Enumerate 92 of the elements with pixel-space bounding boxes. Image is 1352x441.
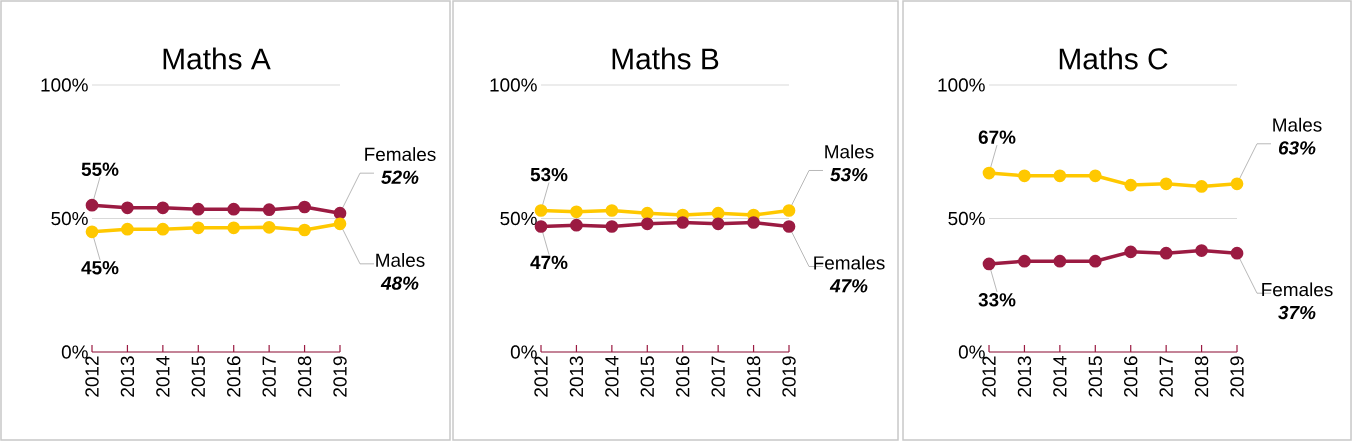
point (570, 205, 583, 219)
data-label: 37% (1278, 305, 1316, 320)
data-label: 48% (380, 276, 419, 290)
x-tick-label: 2015 (640, 356, 654, 397)
x-tick-label: 2016 (227, 356, 241, 397)
x-tick-label: 2013 (569, 356, 584, 397)
data-label: 55% (81, 162, 119, 176)
x-tick-label: 2014 (1053, 356, 1067, 397)
data-label: 63% (1278, 141, 1316, 155)
point (982, 257, 996, 271)
data-label: 47% (530, 255, 568, 270)
series-label: Females (814, 255, 885, 270)
x-tick-label: 2018 (746, 356, 761, 397)
point (1018, 169, 1031, 183)
x-tick-label: 2016 (676, 356, 690, 397)
text: Males (825, 144, 874, 159)
x-tick-label: 2019 (333, 356, 347, 397)
x-tick-label: 2018 (1194, 356, 1209, 397)
x-tick-label: 2014 (156, 356, 170, 397)
point (121, 222, 134, 236)
text: Males (1273, 117, 1322, 132)
point (191, 221, 205, 235)
point (711, 206, 725, 220)
data-label: 67% (978, 130, 1016, 144)
point (85, 198, 99, 212)
y-tick-label: 100% (490, 78, 537, 92)
point (1088, 169, 1102, 183)
point (605, 204, 619, 217)
point (1159, 246, 1173, 260)
y-tick-label: 50% (51, 211, 88, 226)
point (747, 216, 760, 229)
point (711, 217, 725, 231)
point (1053, 169, 1067, 183)
point (333, 206, 347, 220)
data-label: 52% (381, 170, 419, 184)
point (1159, 177, 1173, 191)
y-tick-label: 100% (41, 78, 88, 92)
text: Females (365, 147, 436, 162)
chart-title: Maths C (1059, 47, 1168, 70)
point (156, 201, 170, 215)
point (191, 202, 205, 216)
point (640, 206, 654, 220)
series-label: Females (1262, 282, 1333, 297)
data-label: 47% (829, 279, 868, 293)
point (121, 201, 134, 215)
x-tick-label: 2013 (120, 356, 135, 397)
x-tick-label: 2015 (1088, 356, 1102, 397)
x-tick-label: 2017 (262, 356, 276, 397)
point (298, 200, 311, 214)
point (1230, 246, 1244, 260)
point (262, 203, 276, 217)
y-tick-label: 100% (938, 78, 985, 92)
y-tick-label: 50% (500, 211, 537, 226)
point (782, 220, 796, 233)
x-tick-label: 2013 (1017, 356, 1032, 397)
point (298, 223, 311, 237)
point (1124, 178, 1138, 192)
data-label: 53% (530, 167, 568, 182)
x-tick-label: 2017 (711, 356, 725, 397)
x-tick-label: 2019 (1230, 356, 1244, 397)
point (85, 225, 99, 239)
data-label: 33% (978, 293, 1016, 307)
data-label: 53% (830, 167, 868, 182)
point (570, 218, 583, 232)
point (1053, 254, 1067, 268)
point (1018, 254, 1031, 268)
x-tick-label: 2019 (782, 356, 796, 397)
x-tick-label: 2015 (191, 356, 205, 397)
point (982, 166, 996, 180)
point (227, 202, 241, 216)
point (227, 221, 241, 235)
x-tick-label: 2016 (1124, 356, 1138, 397)
x-tick-label: 2017 (1159, 356, 1173, 397)
point (1124, 245, 1138, 259)
point (1230, 177, 1244, 191)
point (676, 216, 690, 229)
point (640, 217, 654, 231)
point (262, 220, 276, 234)
point (1088, 254, 1102, 268)
chart-title: Maths B (612, 47, 719, 70)
data-label: 45% (81, 261, 119, 275)
y-tick-label: 50% (948, 211, 985, 226)
point (1195, 180, 1208, 193)
point (333, 217, 347, 231)
point (156, 222, 170, 236)
text: Males (376, 253, 425, 267)
chart-title: Maths A (163, 47, 271, 70)
point (605, 220, 619, 233)
point (782, 204, 796, 217)
point (1195, 244, 1208, 257)
x-tick-label: 2018 (297, 356, 312, 397)
x-tick-label: 2014 (605, 356, 619, 397)
